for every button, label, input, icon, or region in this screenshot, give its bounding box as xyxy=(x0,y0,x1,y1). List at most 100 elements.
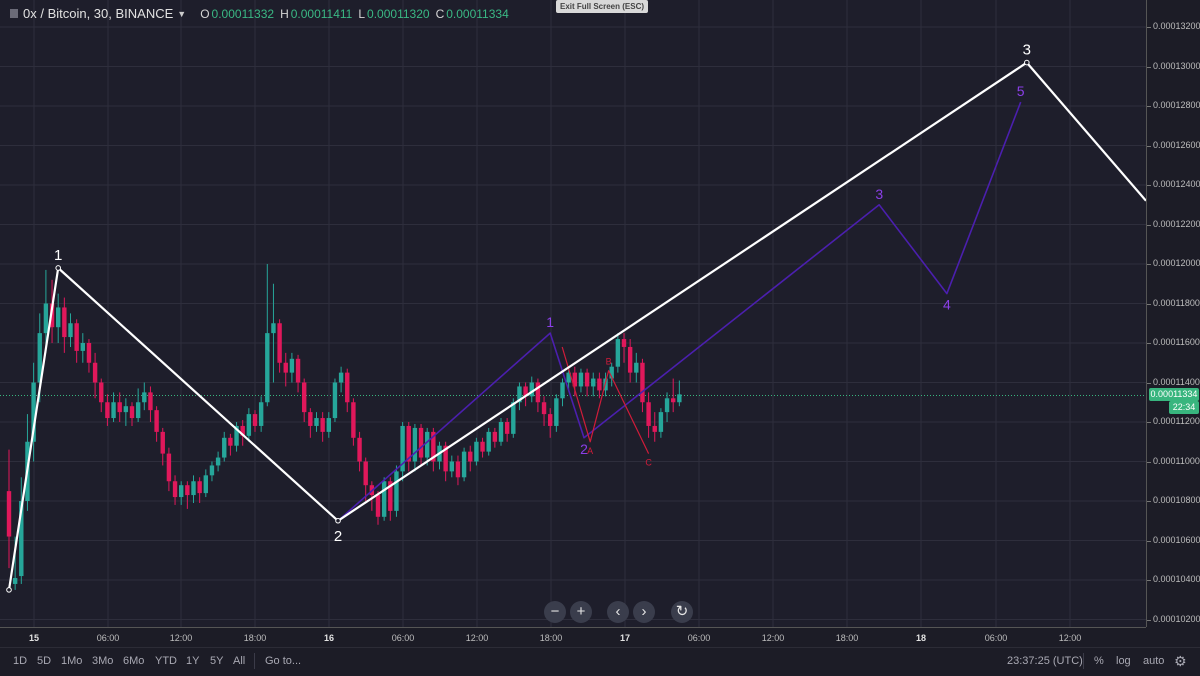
goto-date-button[interactable]: Go to... xyxy=(265,655,302,667)
price-tick-mark xyxy=(1147,540,1151,542)
candle-down xyxy=(375,495,381,517)
candle-down xyxy=(443,445,448,472)
candle-down xyxy=(6,491,12,537)
candle-up xyxy=(554,398,559,426)
range-1d[interactable]: 1D xyxy=(13,655,28,667)
reset-chart-button[interactable]: ↻ xyxy=(671,601,693,623)
gear-icon[interactable]: ⚙ xyxy=(1174,653,1187,669)
price-tick-mark xyxy=(1147,501,1151,502)
time-tick-label: 12:00 xyxy=(761,633,785,643)
price-tick-mark xyxy=(1147,27,1151,28)
minor-wave-label: 2 xyxy=(580,441,588,457)
price-axis[interactable]: 0.00013200 0.00013000 0.00012800 0.00012600… xyxy=(1146,0,1200,627)
correction-wave-line xyxy=(561,346,650,454)
range-5d[interactable]: 5D xyxy=(37,655,52,667)
price-tick-label: 0.00010200 xyxy=(1153,613,1200,624)
candle-down xyxy=(197,481,202,494)
candle-down xyxy=(541,402,547,415)
candle-up xyxy=(634,362,639,373)
range-5y[interactable]: 5Y xyxy=(210,655,224,667)
candle-up xyxy=(449,461,454,472)
candle-down xyxy=(627,346,633,373)
minor-wave-label: 5 xyxy=(1017,83,1025,99)
candle-down xyxy=(388,481,393,511)
candle-up xyxy=(12,578,18,584)
time-day-label: 16 xyxy=(323,633,335,643)
grid-lines xyxy=(0,0,1146,627)
candle-up xyxy=(246,414,252,436)
price-tick-label: 0.00011200 xyxy=(1153,416,1200,426)
candle-up xyxy=(43,303,49,334)
candle-down xyxy=(117,402,122,413)
time-axis[interactable]: 15 06:00 12:00 18:00 16 06:00 12:00 18:00 17 06:0… xyxy=(0,627,1146,648)
candle-up xyxy=(461,451,467,478)
candle-down xyxy=(640,362,645,403)
candle-down xyxy=(62,307,67,338)
percent-scale-toggle[interactable]: % xyxy=(1094,655,1104,667)
utc-clock[interactable]: 23:37:25 (UTC) xyxy=(1007,655,1083,667)
auto-scale-toggle[interactable]: auto xyxy=(1143,655,1165,667)
zoom-out-button[interactable]: − xyxy=(544,601,566,623)
wave-anchor-point xyxy=(1024,59,1030,66)
candle-down xyxy=(86,343,92,363)
time-tick-label: 12:00 xyxy=(169,633,193,643)
candle-up xyxy=(486,431,491,452)
minor-wave-label: 1 xyxy=(546,314,554,330)
range-3mo[interactable]: 3Mo xyxy=(92,655,114,667)
chart-canvas[interactable]: 1 2 3 4 5 A B C 1 2 3 xyxy=(0,0,1146,627)
candle-up xyxy=(289,358,295,373)
candle-up xyxy=(664,398,670,413)
candle-down xyxy=(504,422,510,434)
candle-up xyxy=(179,485,184,498)
price-tick-mark xyxy=(1147,303,1151,305)
candle-down xyxy=(431,431,436,462)
price-tick-label: 0.00011000 xyxy=(1153,455,1200,466)
range-all[interactable]: All xyxy=(233,655,246,667)
candle-up xyxy=(566,372,571,383)
zoom-in-button[interactable]: + xyxy=(570,601,592,623)
candle-down xyxy=(523,386,528,397)
time-tick-label: 06:00 xyxy=(96,633,120,643)
price-tick-mark xyxy=(1147,224,1151,226)
range-6mo[interactable]: 6Mo xyxy=(123,655,145,667)
price-tick-mark xyxy=(1147,106,1151,107)
candle-down xyxy=(363,461,368,486)
candle-down xyxy=(357,437,362,462)
candle-down xyxy=(646,402,651,426)
candle-up xyxy=(474,441,479,462)
exit-fullscreen-button[interactable]: Exit Full Screen (ESC) xyxy=(556,0,648,13)
log-scale-toggle[interactable]: log xyxy=(1116,655,1131,667)
symbol-title[interactable]: 0x / Bitcoin, 30, BINANCE xyxy=(23,6,174,21)
candle-up xyxy=(332,382,338,419)
price-tick-label: 0.00012200 xyxy=(1153,218,1200,229)
scroll-left-button[interactable]: ‹ xyxy=(607,601,629,623)
price-tick-label: 0.00012600 xyxy=(1153,139,1200,150)
candle-up xyxy=(222,437,227,458)
price-tick-label: 0.00012400 xyxy=(1153,179,1200,189)
time-tick-label: 06:00 xyxy=(687,633,711,643)
candle-up xyxy=(658,412,664,432)
time-day-label: 18 xyxy=(915,633,927,643)
candle-down xyxy=(548,414,553,426)
correction-wave-label: B xyxy=(606,357,612,367)
wave-anchor-point xyxy=(335,517,341,524)
scroll-right-button[interactable]: › xyxy=(633,601,655,623)
chart-svg[interactable]: 1 2 3 4 5 A B C 1 2 3 xyxy=(0,0,1146,627)
price-tick-label: 0.00010600 xyxy=(1153,534,1200,545)
range-1mo[interactable]: 1Mo xyxy=(61,655,83,667)
major-wave-label: 2 xyxy=(334,528,342,545)
range-ytd[interactable]: YTD xyxy=(155,655,177,667)
candle-down xyxy=(351,402,356,438)
open-value: 0.00011332 xyxy=(211,6,275,21)
candle-down xyxy=(455,461,461,478)
chevron-down-icon[interactable]: ▼ xyxy=(177,8,187,19)
candle-up xyxy=(80,343,85,351)
major-wave-line xyxy=(7,61,1146,591)
price-tick-label: 0.00010800 xyxy=(1153,495,1200,505)
toolbar-divider xyxy=(1083,653,1084,669)
major-wave-label: 1 xyxy=(54,247,62,264)
candle-up xyxy=(677,394,682,403)
range-1y[interactable]: 1Y xyxy=(186,655,200,667)
candle-down xyxy=(535,382,541,403)
candle-up xyxy=(425,431,430,458)
